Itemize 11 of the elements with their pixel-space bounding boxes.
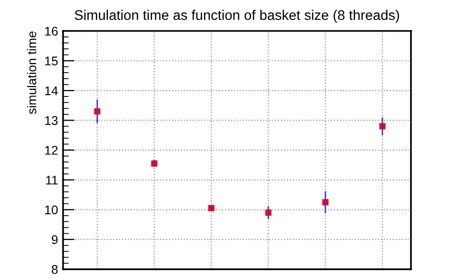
- y-tick-label: 16: [45, 26, 58, 36]
- y-tick-label: 11: [46, 176, 58, 184]
- y-tick-label: 14: [45, 86, 58, 96]
- y-tick-label: 13: [45, 116, 58, 125]
- y-tick-label: 15: [45, 56, 58, 66]
- y-tick-label: 8: [52, 265, 58, 274]
- chart-title: Simulation time as function of basket size (8 threads): [74, 10, 400, 23]
- y-tick-label: 12: [45, 146, 58, 155]
- y-tick-label: 9: [52, 235, 58, 244]
- y-tick-label: 10: [45, 205, 58, 214]
- y-axis-title: simulation time: [27, 32, 36, 114]
